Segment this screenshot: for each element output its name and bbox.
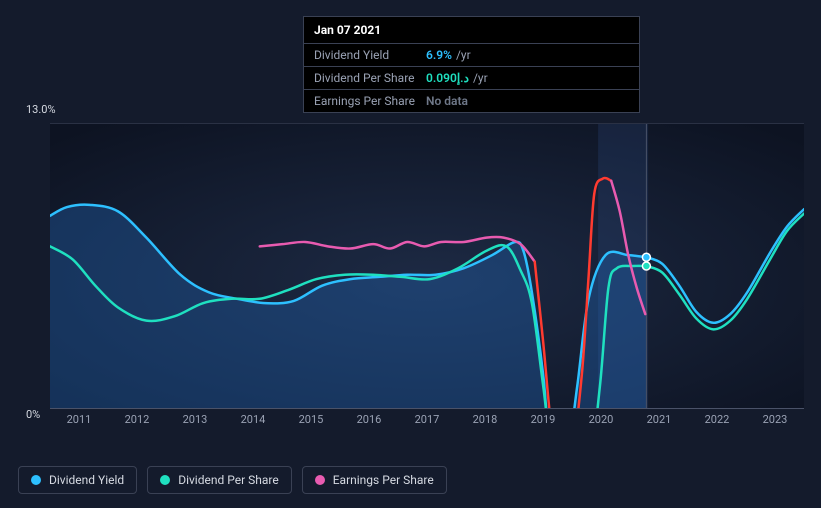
- tooltip-suffix: /yr: [456, 48, 471, 62]
- tooltip-row: Dividend Per Share0.090د.إ/yr: [304, 67, 639, 90]
- x-tick: 2019: [514, 413, 572, 431]
- tooltip-suffix: /yr: [473, 71, 488, 85]
- legend-label: Dividend Yield: [49, 473, 124, 487]
- legend-item[interactable]: Dividend Yield: [18, 466, 137, 494]
- y-axis-min-label: 0%: [26, 408, 40, 421]
- legend-swatch: [160, 475, 170, 485]
- x-tick: 2022: [688, 413, 746, 431]
- x-tick: 2011: [50, 413, 108, 431]
- tooltip-label: Dividend Yield: [314, 48, 426, 62]
- tooltip-label: Dividend Per Share: [314, 71, 426, 85]
- x-tick: 2012: [108, 413, 166, 431]
- tooltip-date: Jan 07 2021: [304, 17, 639, 44]
- tooltip-box: Jan 07 2021 Dividend Yield6.9%/yrDividen…: [303, 16, 640, 113]
- tooltip-value: 0.090د.إ: [426, 71, 469, 85]
- x-tick: 2021: [630, 413, 688, 431]
- x-tick: 2014: [224, 413, 282, 431]
- x-tick: 2023: [746, 413, 804, 431]
- legend-label: Dividend Per Share: [178, 473, 279, 487]
- legend-label: Earnings Per Share: [333, 473, 434, 487]
- chart-area: 13.0% 0% Past Analysts Forecasts 2011201…: [18, 105, 804, 455]
- x-tick: 2017: [398, 413, 456, 431]
- x-tick: 2015: [282, 413, 340, 431]
- x-tick: 2020: [572, 413, 630, 431]
- legend-swatch: [315, 475, 325, 485]
- x-axis: 2011201220132014201520162017201820192020…: [50, 413, 804, 431]
- tooltip-value: 6.9%: [426, 48, 452, 62]
- plot[interactable]: [50, 123, 804, 409]
- legend-item[interactable]: Earnings Per Share: [302, 466, 447, 494]
- x-tick: 2018: [456, 413, 514, 431]
- legend: Dividend Yield Dividend Per Share Earnings…: [18, 466, 447, 494]
- root: Jan 07 2021 Dividend Yield6.9%/yrDividen…: [0, 0, 821, 508]
- y-axis-max-label: 13.0%: [26, 103, 56, 116]
- x-tick: 2016: [340, 413, 398, 431]
- legend-item[interactable]: Dividend Per Share: [147, 466, 292, 494]
- legend-swatch: [31, 475, 41, 485]
- x-tick: 2013: [166, 413, 224, 431]
- tooltip-row: Dividend Yield6.9% /yr: [304, 44, 639, 67]
